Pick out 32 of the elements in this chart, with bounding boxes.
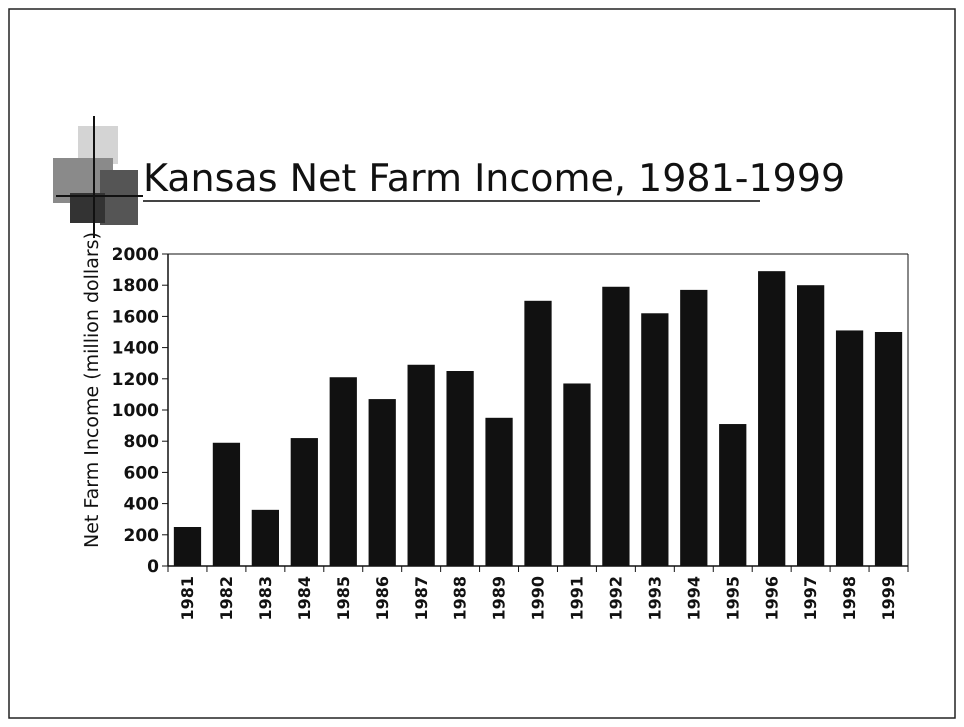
x-tick-label: 1994: [684, 576, 704, 621]
y-tick-label: 400: [124, 494, 160, 515]
x-tick-label: 1999: [879, 576, 898, 621]
y-tick-label: 1600: [112, 307, 160, 328]
x-tick-label: 1982: [217, 576, 236, 621]
x-tick-label: 1993: [645, 576, 664, 621]
x-tick-label: 1998: [840, 576, 860, 621]
x-tick-label: 1981: [178, 576, 198, 621]
y-axis-title: Net Farm Income (million dollars): [81, 232, 103, 548]
x-tick-label: 1991: [568, 576, 587, 621]
y-tick-label: 200: [124, 526, 160, 546]
y-tick-label: 1800: [112, 276, 160, 296]
x-tick-label: 1992: [606, 576, 626, 621]
y-tick-label: 1400: [112, 338, 160, 359]
x-tick-label: 1989: [490, 576, 509, 621]
y-tick-label: 1200: [112, 370, 160, 390]
x-tick-label: 1988: [450, 576, 470, 621]
x-tick-label: 1987: [412, 576, 431, 621]
x-tick-label: 1990: [528, 576, 548, 621]
y-tick-label: 800: [124, 432, 160, 452]
y-tick-label: 2000: [112, 244, 160, 265]
x-tick-label: 1995: [723, 576, 742, 621]
y-tick-label: 1000: [112, 400, 160, 421]
x-tick-label: 1997: [801, 576, 820, 621]
y-tick-label: 600: [124, 463, 160, 484]
x-tick-label: 1986: [372, 576, 392, 621]
x-tick-label: 1983: [256, 576, 275, 621]
x-tick-label: 1984: [294, 576, 314, 621]
x-tick-label: 1996: [762, 576, 782, 621]
chart-title: Kansas Net Farm Income, 1981-1999: [143, 156, 846, 200]
y-tick-label: 0: [147, 556, 160, 577]
x-tick-label: 1985: [334, 576, 353, 621]
